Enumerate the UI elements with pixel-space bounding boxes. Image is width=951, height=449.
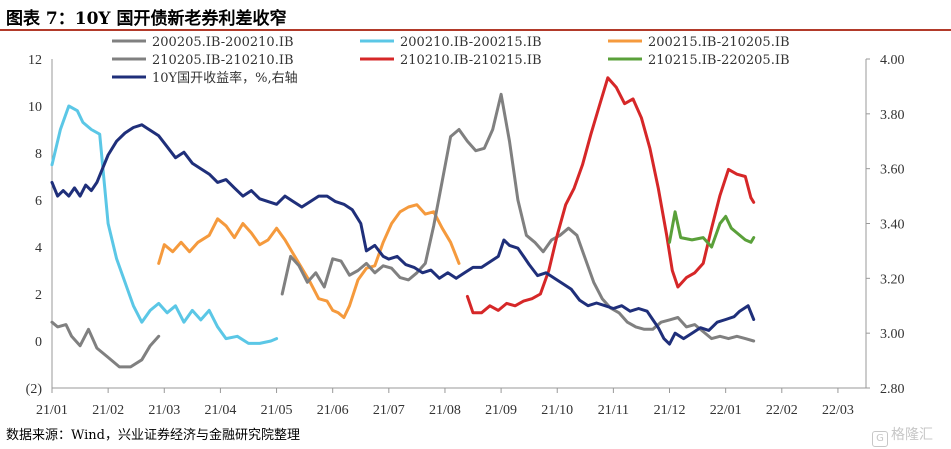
watermark-logo: G 格隆汇: [872, 424, 933, 447]
x-tick-label: 22/03: [822, 403, 854, 418]
y-right-tick-label: 3.40: [880, 218, 905, 233]
y-left-tick-label: 12: [28, 53, 42, 68]
legend-label: 200210.IB-200215.IB: [400, 35, 542, 50]
y-right-tick-label: 4.00: [880, 53, 905, 68]
x-tick-label: 21/11: [598, 403, 629, 418]
y-right-tick-label: 2.80: [880, 382, 905, 397]
source-note: 数据来源：Wind，兴业证券经济与金融研究院整理: [6, 428, 300, 443]
x-tick-label: 22/01: [710, 403, 742, 418]
title-divider: [0, 29, 951, 31]
y-left-tick-label: 2: [35, 288, 42, 303]
legend-label: 200215.IB-210205.IB: [648, 35, 790, 50]
legend-label: 210210.IB-210215.IB: [400, 53, 542, 68]
x-tick-label: 21/05: [261, 403, 293, 418]
legend-label: 210215.IB-220205.IB: [648, 53, 790, 68]
series-line: [280, 92, 756, 343]
y-left-tick-label: 8: [35, 147, 42, 162]
series-line: [50, 320, 161, 369]
x-tick-label: 21/09: [485, 403, 517, 418]
y-left-tick-label: 4: [35, 241, 42, 256]
x-tick-label: 21/07: [373, 403, 405, 418]
y-left-tick-label: 6: [35, 194, 42, 209]
x-tick-label: 21/06: [317, 403, 349, 418]
title-bar: 图表 7：10Y 国开债新老券利差收窄: [0, 0, 951, 29]
x-tick-label: 21/01: [36, 403, 68, 418]
y-right-tick-label: 3.60: [880, 163, 905, 178]
series-line: [668, 210, 756, 249]
x-tick-label: 21/02: [92, 403, 124, 418]
y-right-tick-label: 3.80: [880, 108, 905, 123]
series-line: [157, 203, 461, 319]
legend-label: 200205.IB-200210.IB: [152, 35, 294, 50]
x-tick-label: 22/02: [766, 403, 798, 418]
series-line: [50, 104, 279, 345]
y-left-tick-label: 10: [28, 100, 42, 115]
x-tick-label: 21/10: [541, 403, 573, 418]
y-right-tick-label: 3.20: [880, 272, 905, 287]
series-line: [50, 123, 756, 346]
legend-label: 10Y国开收益率，%,右轴: [152, 70, 298, 86]
y-left-tick-label: 0: [35, 335, 42, 350]
legend-label: 210205.IB-210210.IB: [152, 53, 294, 68]
y-left-tick-label: (2): [26, 382, 43, 397]
series-line: [465, 76, 756, 315]
legend: 200205.IB-200210.IB 200210.IB-200215.IB 20…: [112, 35, 790, 86]
series-group: [50, 76, 756, 369]
y-right-tick-label: 3.00: [880, 327, 905, 342]
x-tick-label: 21/12: [654, 403, 686, 418]
axis-ticks: 12 10 8 6 4 2 0 (2) 4.00 3.80 3.60 3.40 3.20 3.00 2.80…: [26, 53, 905, 418]
watermark-icon: G: [872, 431, 888, 447]
watermark-text: 格隆汇: [891, 427, 933, 443]
line-chart: 12 10 8 6 4 2 0 (2) 4.00 3.80 3.60 3.40 3.20 3.00 2.80…: [26, 35, 905, 418]
x-tick-label: 21/03: [148, 403, 180, 418]
x-tick-label: 21/08: [429, 403, 461, 418]
chart-title: 图表 7：10Y 国开债新老券利差收窄: [6, 9, 287, 29]
x-tick-label: 21/04: [204, 403, 236, 418]
